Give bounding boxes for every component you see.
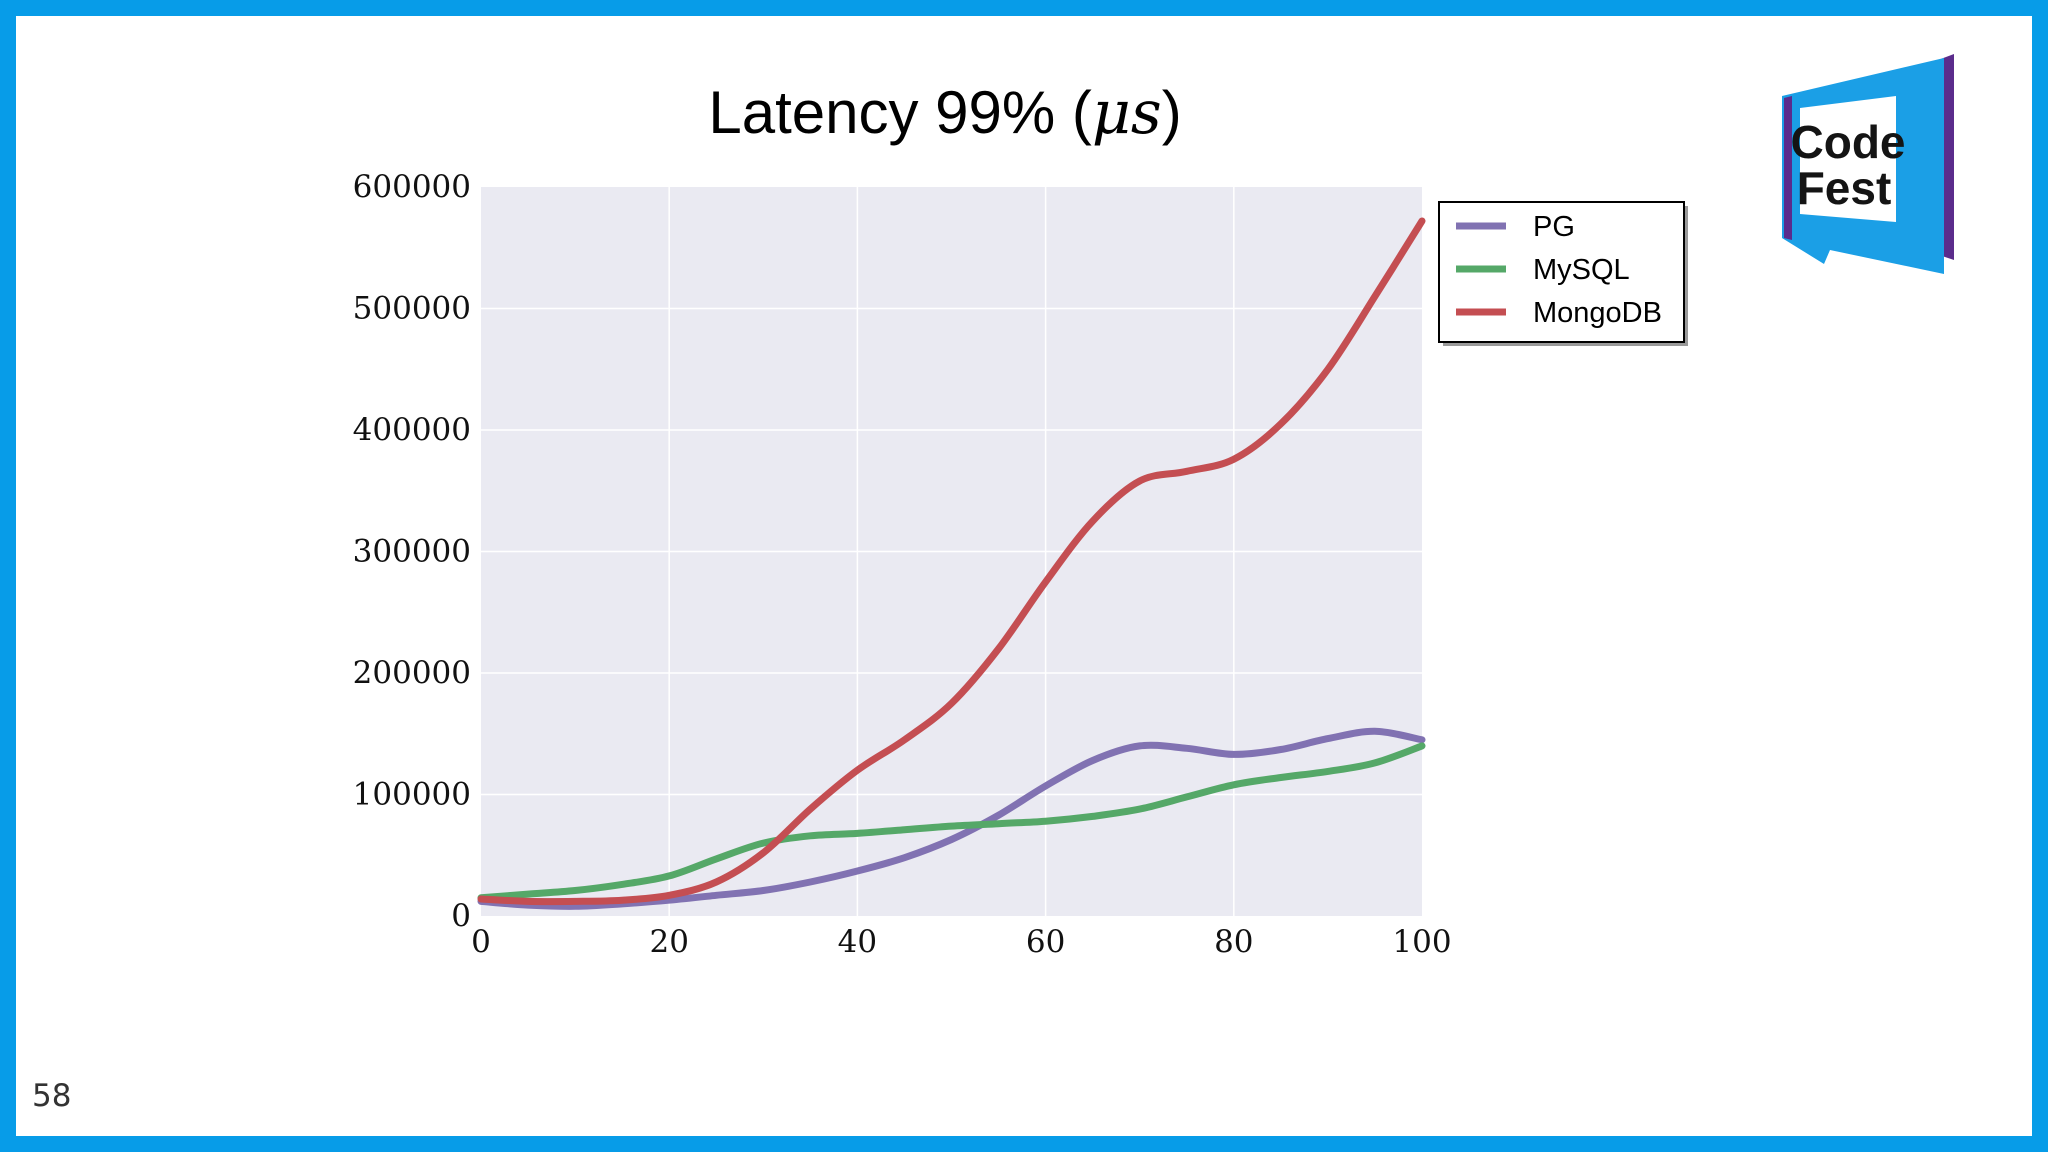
legend-label-mongodb: MongoDB (1533, 297, 1662, 329)
x-tick-label: 80 (1214, 924, 1253, 960)
x-tick-label: 20 (649, 924, 688, 960)
y-axis-ticks: 0 100000 200000 300000 400000 500000 600000 (353, 169, 471, 934)
x-axis-ticks: 0 20 40 60 80 100 (471, 924, 1451, 960)
x-tick-label: 40 (838, 924, 877, 960)
y-tick-label: 200000 (353, 655, 471, 691)
series-line-mysql (477, 742, 1426, 902)
series-line-mongodb (477, 217, 1426, 906)
page-number: 58 (32, 1078, 72, 1114)
legend-label-pg: PG (1533, 211, 1575, 243)
legend: PG MySQL MongoDB (1438, 201, 1688, 346)
codefest-logo: Code Fest (1782, 54, 1954, 274)
logo-text-fest: Fest (1797, 162, 1892, 214)
y-tick-label: 500000 (353, 291, 471, 327)
gridlines (481, 187, 1422, 916)
y-tick-label: 100000 (353, 777, 471, 813)
x-tick-label: 60 (1026, 924, 1065, 960)
series-lines (477, 217, 1426, 910)
x-tick-label: 0 (471, 924, 491, 960)
chart-title: Latency 99% (μs) (708, 78, 1181, 148)
y-tick-label: 0 (451, 898, 471, 934)
y-tick-label: 400000 (353, 412, 471, 448)
y-tick-label: 600000 (353, 169, 471, 205)
x-tick-label: 100 (1392, 924, 1451, 960)
logo-text-code: Code (1791, 116, 1906, 168)
y-tick-label: 300000 (353, 534, 471, 570)
series-line-pg (477, 727, 1426, 910)
chart-title-math: μs (1092, 78, 1162, 148)
legend-label-mysql: MySQL (1533, 254, 1630, 286)
